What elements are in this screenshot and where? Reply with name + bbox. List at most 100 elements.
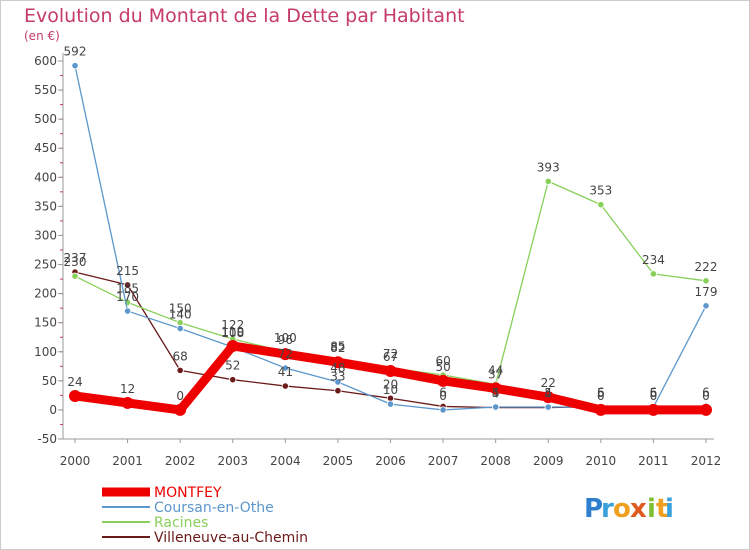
y-tick-label: 100 (34, 345, 57, 359)
y-tick-label: 500 (34, 112, 57, 126)
data-label-coursan-en-othe: 10 (383, 383, 398, 397)
data-label-racines: 122 (221, 318, 244, 332)
data-point-villeneuve-au-chemin (229, 376, 237, 384)
data-label-montfey: 82 (330, 341, 345, 355)
data-label-villeneuve-au-chemin: 4 (544, 387, 552, 401)
data-point-villeneuve-au-chemin (334, 387, 342, 395)
x-tick-label: 2004 (270, 454, 301, 468)
data-point-coursan-en-othe (281, 364, 289, 372)
x-tick-label: 2009 (533, 454, 564, 468)
data-label-racines: 85 (330, 339, 345, 353)
legend: MONTFEYCoursan-en-OtheRacinesVilleneuve-… (102, 485, 308, 546)
y-tick-label: 200 (34, 287, 57, 301)
data-label-racines: 222 (695, 260, 718, 274)
logo-letter: x (630, 494, 647, 524)
data-point-montfey (384, 364, 397, 377)
proxiti-logo: Pr o x i ti (584, 494, 674, 524)
data-label-villeneuve-au-chemin: 6 (702, 385, 710, 399)
data-label-villeneuve-au-chemin: 52 (225, 359, 240, 373)
data-point-montfey (279, 348, 292, 361)
x-tick-label: 2008 (480, 454, 511, 468)
logo-letter: t (656, 494, 668, 524)
data-point-montfey (69, 389, 81, 402)
axes: -500501001502002503003504004505005506002… (34, 53, 721, 468)
data-label-villeneuve-au-chemin: 20 (383, 377, 398, 391)
y-tick-label: 400 (34, 170, 57, 184)
legend-label: Racines (154, 515, 208, 531)
data-label-coursan-en-othe: 5 (544, 386, 552, 400)
data-label-villeneuve-au-chemin: 6 (439, 385, 447, 399)
data-label-montfey: 24 (67, 375, 82, 389)
data-point-montfey (331, 356, 344, 369)
data-label-villeneuve-au-chemin: 237 (64, 251, 87, 265)
data-label-coursan-en-othe: 592 (64, 45, 87, 59)
data-label-villeneuve-au-chemin: 4 (492, 387, 500, 401)
data-point-montfey (700, 403, 712, 416)
data-label-montfey: 0 (176, 389, 184, 403)
x-tick-label: 2002 (165, 454, 196, 468)
data-label-coursan-en-othe: 5 (492, 386, 500, 400)
data-label-villeneuve-au-chemin: 68 (173, 349, 188, 363)
chart-title: Evolution du Montant de la Dette par Hab… (24, 5, 465, 27)
y-tick-label: 300 (34, 228, 57, 242)
data-label-coursan-en-othe: 0 (439, 389, 447, 403)
data-label-coursan-en-othe: 140 (169, 308, 192, 322)
data-label-villeneuve-au-chemin: 33 (330, 370, 345, 384)
data-point-montfey (437, 374, 450, 387)
data-label-montfey: 0 (597, 389, 605, 403)
y-tick-label: 350 (34, 199, 57, 213)
data-point-coursan-en-othe (123, 307, 132, 315)
data-point-coursan-en-othe (702, 302, 710, 310)
data-label-montfey: 110 (221, 325, 244, 339)
y-tick-label: 450 (34, 141, 57, 155)
logo-letter: i (665, 494, 674, 524)
data-label-racines: 230 (64, 255, 87, 269)
data-label-montfey: 0 (702, 389, 710, 403)
logo-letter: o (613, 494, 631, 524)
data-label-racines: 150 (169, 302, 192, 316)
x-tick-label: 2001 (112, 454, 143, 468)
y-tick-label: 0 (49, 403, 57, 417)
data-label-coursan-en-othe: 170 (116, 290, 139, 304)
data-label-racines: 60 (435, 354, 450, 368)
data-point-montfey (542, 391, 555, 404)
data-point-racines (597, 201, 605, 209)
data-label-coursan-en-othe: 72 (278, 347, 293, 361)
data-label-montfey: 96 (278, 333, 293, 347)
x-tick-label: 2003 (217, 454, 248, 468)
data-point-coursan-en-othe (334, 378, 342, 386)
data-point-coursan-en-othe (386, 400, 395, 408)
data-label-montfey: 67 (383, 350, 398, 364)
x-tick-label: 2012 (691, 454, 722, 468)
data-label-montfey: 0 (650, 389, 658, 403)
x-tick-label: 2000 (60, 454, 91, 468)
data-point-montfey (647, 403, 660, 416)
data-label-villeneuve-au-chemin: 41 (278, 365, 293, 379)
data-point-villeneuve-au-chemin (176, 366, 184, 374)
data-point-coursan-en-othe (544, 403, 552, 411)
logo-letter: r (601, 494, 614, 524)
y-tick-label: 150 (34, 316, 57, 330)
x-tick-label: 2007 (428, 454, 459, 468)
data-label-racines: 72 (383, 347, 398, 361)
y-tick-label: 250 (34, 258, 57, 272)
y-tick-label: 50 (42, 374, 57, 388)
data-label-racines: 393 (537, 160, 560, 174)
data-point-coursan-en-othe (492, 403, 500, 411)
data-point-racines (71, 272, 79, 280)
x-tick-label: 2005 (323, 454, 354, 468)
data-label-racines: 100 (274, 331, 297, 345)
data-label-montfey: 12 (120, 382, 135, 396)
data-point-montfey (226, 339, 239, 352)
legend-label: Coursan-en-Othe (154, 500, 274, 516)
y-tick-label: 550 (34, 83, 57, 97)
data-label-montfey: 22 (541, 376, 556, 390)
y-tick-label: -50 (37, 432, 57, 446)
data-label-montfey: 50 (435, 360, 450, 374)
data-label-villeneuve-au-chemin: 215 (116, 264, 139, 278)
data-label-coursan-en-othe: 179 (695, 285, 718, 299)
x-tick-label: 2006 (375, 454, 406, 468)
legend-label: Villeneuve-au-Chemin (154, 530, 308, 546)
data-point-coursan-en-othe (176, 324, 184, 333)
